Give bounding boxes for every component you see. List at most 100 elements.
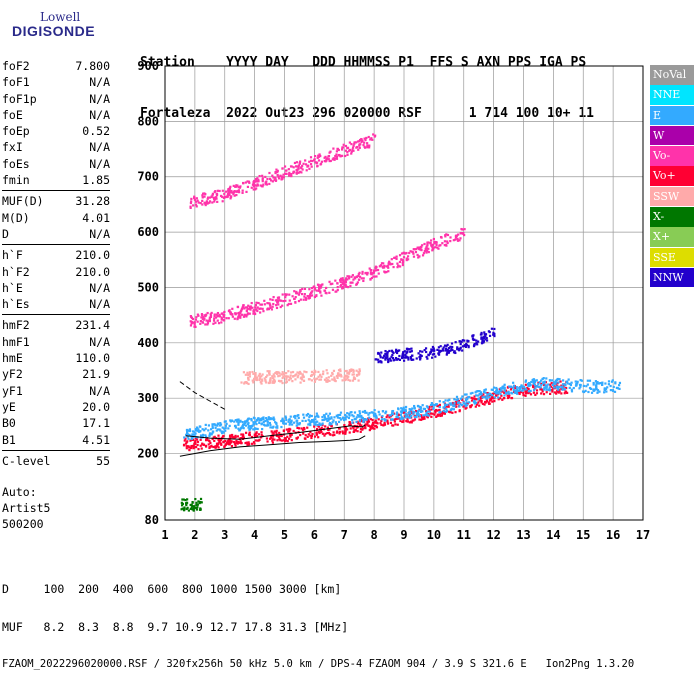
echo-point <box>313 285 316 288</box>
echo-point <box>349 422 352 425</box>
echo-point <box>211 426 214 430</box>
echo-point <box>189 206 192 209</box>
echo-point <box>252 182 255 185</box>
echo-point <box>317 430 321 434</box>
param-label: B1 <box>2 432 16 447</box>
echo-point <box>201 192 205 195</box>
echo-point <box>467 344 470 348</box>
echo-point <box>204 323 207 326</box>
echo-point <box>355 416 358 419</box>
echo-point <box>522 385 526 389</box>
echo-point <box>512 386 515 389</box>
echo-point <box>327 158 330 161</box>
echo-point <box>348 431 351 434</box>
echo-point <box>330 416 333 419</box>
echo-point <box>339 374 342 377</box>
echo-point <box>507 396 510 400</box>
echo-point <box>529 393 533 396</box>
echo-point <box>304 298 308 301</box>
echo-point <box>417 413 420 416</box>
echo-point <box>450 402 453 405</box>
echo-point <box>355 275 358 278</box>
echo-point <box>233 424 237 428</box>
echo-point <box>268 182 271 186</box>
echo-point <box>313 425 316 428</box>
echo-point <box>405 419 408 423</box>
echo-point <box>368 146 371 149</box>
echo-point <box>191 430 195 433</box>
echo-point <box>320 423 323 426</box>
echo-point <box>343 424 346 427</box>
echo-point <box>520 384 523 387</box>
echo-point <box>597 382 601 385</box>
echo-point <box>242 371 245 374</box>
echo-point <box>613 390 617 393</box>
echo-point <box>456 398 459 401</box>
echo-point <box>366 142 369 145</box>
echo-point <box>465 393 468 396</box>
echo-point <box>540 384 543 387</box>
echo-point <box>362 144 365 147</box>
echo-point <box>212 436 215 439</box>
echo-point <box>314 378 317 381</box>
echo-point <box>331 282 334 285</box>
echo-point <box>187 429 191 432</box>
echo-point <box>344 428 347 432</box>
echo-point <box>285 378 288 381</box>
echo-point <box>230 444 234 448</box>
echo-point <box>533 384 537 387</box>
echo-point <box>380 418 384 421</box>
echo-point <box>235 193 238 197</box>
echo-point <box>221 189 224 192</box>
echo-point <box>205 313 208 316</box>
echo-point <box>440 414 444 417</box>
echo-point <box>425 411 428 415</box>
echo-point <box>190 506 193 509</box>
echo-point <box>399 413 402 416</box>
param-row: h`F 210.0 <box>2 247 110 263</box>
echo-point <box>329 159 332 163</box>
echo-point <box>492 333 495 336</box>
echo-point <box>269 378 272 381</box>
echo-point <box>284 299 287 302</box>
echo-point <box>391 411 394 414</box>
echo-point <box>263 303 266 306</box>
echo-point <box>208 446 211 450</box>
echo-point <box>227 309 231 313</box>
echo-point <box>385 270 388 274</box>
echo-point <box>493 400 496 403</box>
echo-point <box>524 388 527 391</box>
echo-point <box>256 376 259 379</box>
echo-point <box>205 200 209 203</box>
echo-point <box>547 388 550 391</box>
param-value: 4.51 <box>82 432 110 447</box>
echo-point <box>363 409 367 413</box>
echo-point <box>433 349 436 352</box>
echo-point <box>249 306 252 309</box>
echo-point <box>190 316 194 319</box>
echo-point <box>344 432 347 435</box>
echo-point <box>420 418 423 421</box>
footer-distance-row: D 100 200 400 600 800 1000 1500 3000 [km… <box>2 582 342 596</box>
echo-point <box>561 383 565 386</box>
echo-point <box>313 287 317 290</box>
echo-point <box>205 438 208 441</box>
echo-point <box>193 433 196 436</box>
echo-point <box>195 503 198 507</box>
echo-point <box>248 428 251 431</box>
echo-point <box>213 314 216 317</box>
echo-point <box>321 283 324 286</box>
echo-point <box>240 433 243 436</box>
echo-point <box>213 200 216 203</box>
echo-point <box>318 287 321 290</box>
echo-point <box>362 420 365 424</box>
echo-point <box>308 422 311 425</box>
echo-point <box>567 378 570 381</box>
echo-point <box>379 356 382 359</box>
echo-point <box>295 290 298 294</box>
echo-point <box>336 147 339 151</box>
echo-point <box>309 423 312 427</box>
echo-point <box>269 177 272 180</box>
echo-point <box>322 370 325 373</box>
param-row: B1 4.51 <box>2 432 110 448</box>
